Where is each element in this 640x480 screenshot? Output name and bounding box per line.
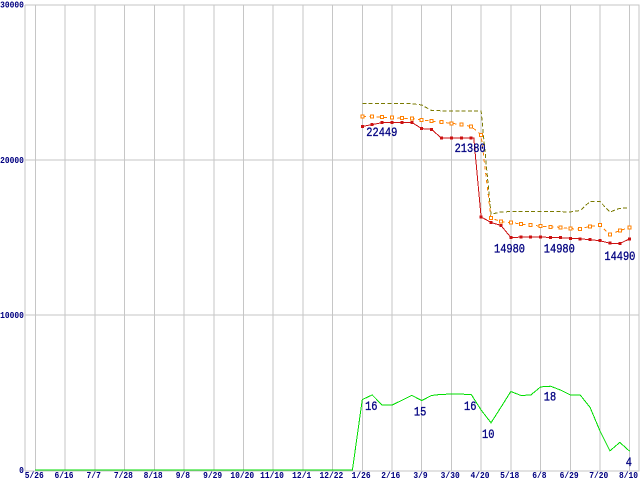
- svg-text:18: 18: [544, 390, 556, 405]
- svg-text:3/9: 3/9: [413, 470, 428, 480]
- svg-text:7/7: 7/7: [87, 470, 102, 480]
- svg-text:6/16: 6/16: [54, 470, 73, 480]
- svg-text:2/16: 2/16: [381, 470, 400, 480]
- svg-text:6/29: 6/29: [560, 470, 579, 480]
- svg-text:22449: 22449: [366, 125, 397, 140]
- svg-text:11/10: 11/10: [260, 470, 284, 480]
- svg-text:1/26: 1/26: [352, 470, 371, 480]
- svg-text:9/8: 9/8: [176, 470, 191, 480]
- svg-text:4/20: 4/20: [470, 470, 489, 480]
- svg-text:12/22: 12/22: [320, 470, 344, 480]
- svg-text:14980: 14980: [494, 242, 525, 257]
- svg-text:7/28: 7/28: [114, 470, 133, 480]
- svg-text:0: 0: [19, 465, 24, 476]
- svg-text:12/1: 12/1: [292, 470, 311, 480]
- svg-text:14980: 14980: [544, 242, 575, 257]
- svg-text:4: 4: [626, 455, 632, 470]
- svg-text:9/29: 9/29: [203, 470, 222, 480]
- svg-text:20000: 20000: [0, 155, 24, 166]
- svg-text:30000: 30000: [0, 0, 24, 10]
- svg-text:10000: 10000: [0, 310, 24, 321]
- svg-text:10/20: 10/20: [230, 470, 254, 480]
- svg-text:5/18: 5/18: [500, 470, 519, 480]
- svg-text:5/26: 5/26: [25, 470, 44, 480]
- svg-text:8/10: 8/10: [619, 470, 638, 480]
- svg-text:10: 10: [482, 427, 494, 442]
- svg-text:7/20: 7/20: [589, 470, 608, 480]
- svg-text:21380: 21380: [455, 141, 486, 156]
- svg-text:16: 16: [365, 399, 377, 414]
- svg-text:6/8: 6/8: [532, 470, 547, 480]
- svg-text:8/18: 8/18: [144, 470, 163, 480]
- svg-text:16: 16: [464, 399, 476, 414]
- svg-text:15: 15: [414, 405, 426, 420]
- svg-text:14490: 14490: [604, 249, 635, 264]
- svg-text:3/30: 3/30: [441, 470, 460, 480]
